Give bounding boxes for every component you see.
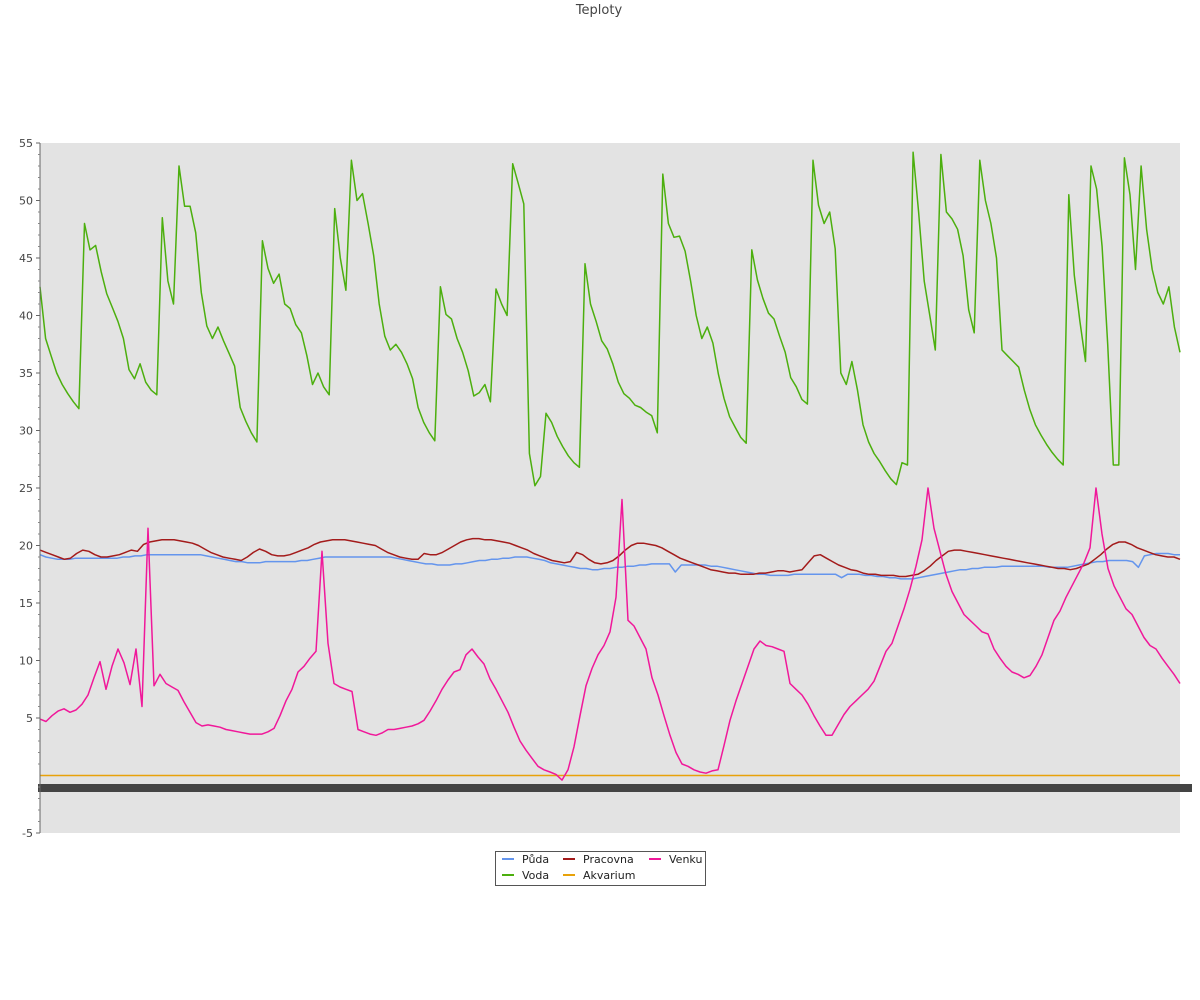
legend-label-voda: Voda	[522, 869, 550, 882]
legend-item-venku: Venku	[649, 853, 702, 867]
y-tick-label: 40	[19, 310, 33, 323]
legend-swatch-pracovna	[563, 858, 575, 860]
legend-swatch-akvarium	[563, 874, 575, 876]
legend-item-voda: Voda	[502, 869, 549, 883]
legend-label-pracovna: Pracovna	[583, 853, 634, 866]
y-tick-label: 5	[26, 712, 33, 725]
legend-label-venku: Venku	[669, 853, 703, 866]
legend-item-pracovna: Pracovna	[563, 853, 634, 867]
legend-swatch-voda	[502, 874, 514, 876]
y-tick-label: 35	[19, 367, 33, 380]
x-axis-band	[38, 784, 1192, 792]
legend-swatch-venku	[649, 858, 661, 860]
series-line-voda	[39, 151, 1181, 487]
chart-title: Teploty	[575, 3, 623, 18]
y-tick-label: -5	[22, 827, 33, 840]
y-tick-label: 50	[19, 195, 33, 208]
y-tick-label: 25	[19, 482, 33, 495]
y-tick-label: 20	[19, 540, 33, 553]
series-layer	[39, 151, 1181, 781]
y-tick-label: 55	[19, 137, 33, 150]
legend-swatch-puda	[502, 858, 514, 860]
y-tick-label: 10	[19, 655, 33, 668]
legend-label-puda: Půda	[522, 853, 550, 866]
series-line-puda	[39, 552, 1180, 580]
y-tick-label: 30	[19, 425, 33, 438]
y-tick-label: 45	[19, 252, 33, 265]
y-axis: -5 5 10 15 20 25 30 35 40 45 50 55	[19, 137, 40, 840]
plot-area	[40, 143, 1180, 833]
legend-item-akvarium: Akvarium	[563, 869, 635, 883]
legend-item-puda: Půda	[502, 853, 549, 867]
series-line-venku	[39, 487, 1181, 781]
legend-label-akvarium: Akvarium	[583, 869, 636, 882]
legend: Půda Pracovna Venku Voda Akvarium	[495, 851, 706, 886]
series-line-pracovna	[39, 537, 1181, 578]
y-tick-label: 15	[19, 597, 33, 610]
